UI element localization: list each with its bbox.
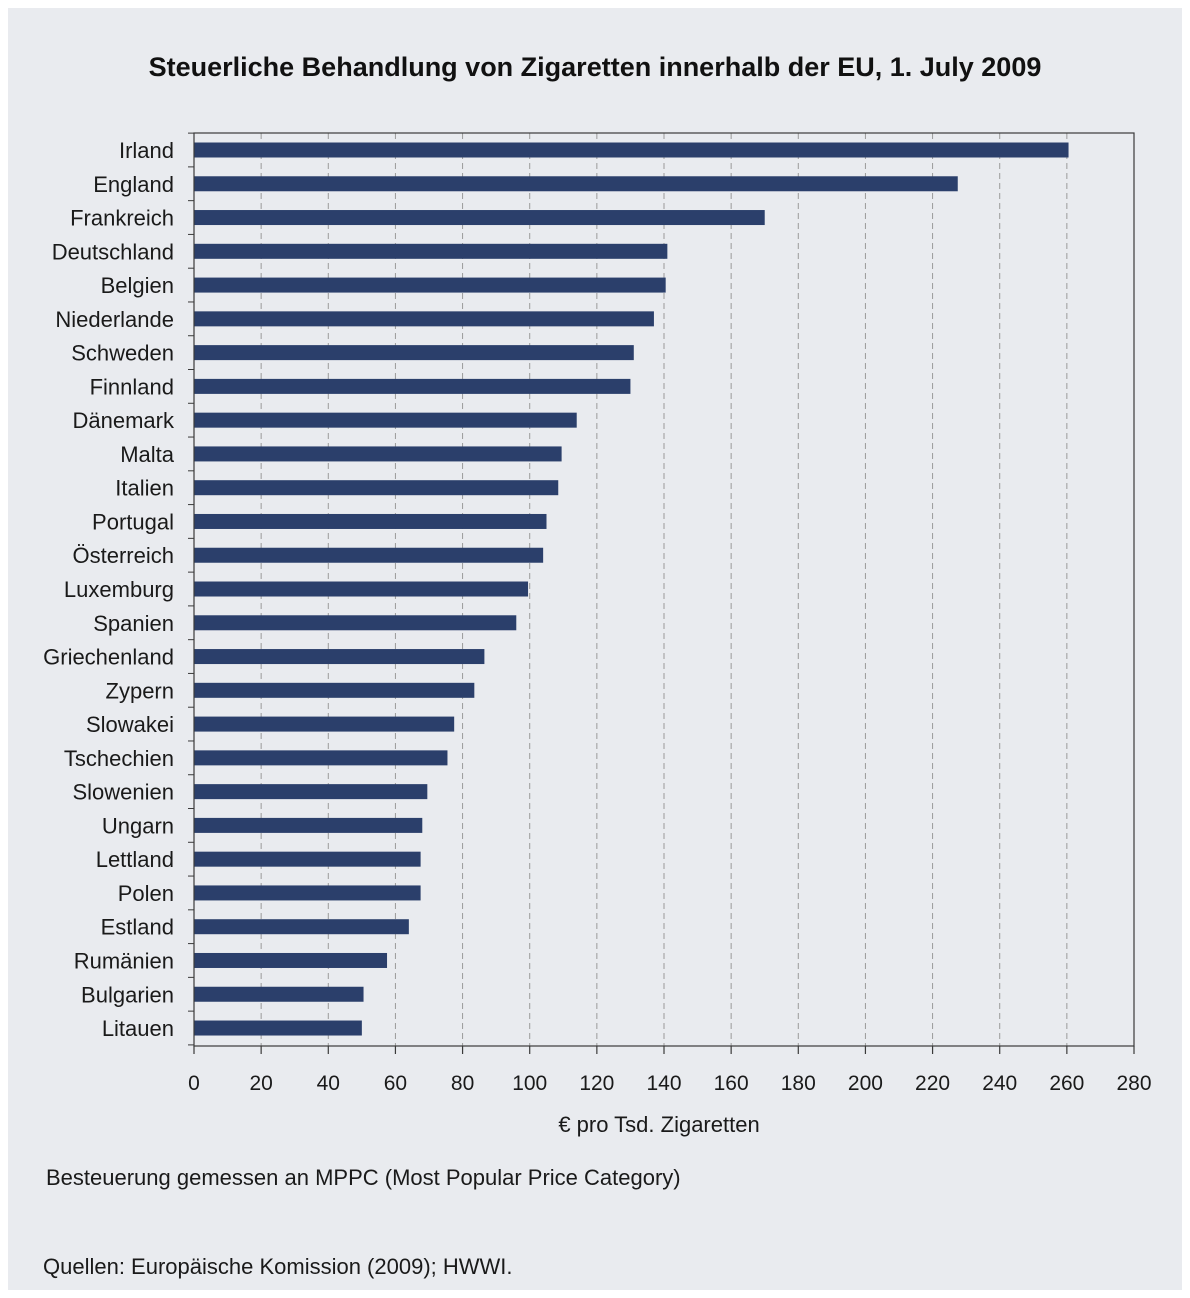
x-tick-label: 260 <box>1049 1072 1084 1095</box>
bar <box>194 885 421 901</box>
category-label: Italien <box>115 476 174 501</box>
category-label: Portugal <box>92 509 174 534</box>
category-label: Slowenien <box>72 780 174 805</box>
x-tick-label: 200 <box>848 1072 883 1095</box>
x-tick-label: 240 <box>982 1072 1017 1095</box>
bar <box>194 649 485 665</box>
category-label: Malta <box>120 442 175 467</box>
category-label: Tschechien <box>64 746 174 771</box>
bar <box>194 750 448 766</box>
category-label: Slowakei <box>86 712 174 737</box>
bar <box>194 919 409 935</box>
category-label: Dänemark <box>73 408 175 433</box>
category-label: Lettland <box>96 847 174 872</box>
category-label: Litauen <box>102 1016 174 1041</box>
bar-chart: Irland England Frankreich Deutschland Belgie… <box>43 132 1152 1137</box>
category-label: England <box>93 172 174 197</box>
bar <box>194 682 475 698</box>
category-label: Bulgarien <box>81 982 174 1007</box>
bar <box>194 952 388 968</box>
category-label: Rumänien <box>74 948 174 973</box>
bar <box>194 412 577 428</box>
bar <box>194 243 668 259</box>
category-label: Deutschland <box>52 239 174 264</box>
category-label: Griechenland <box>43 645 174 670</box>
bar <box>194 784 428 800</box>
x-tick-label: 280 <box>1116 1072 1151 1095</box>
x-tick-label: 100 <box>512 1072 547 1095</box>
bar <box>194 581 529 597</box>
bar <box>194 480 559 496</box>
bar <box>194 851 421 867</box>
x-tick-label: 180 <box>781 1072 816 1095</box>
bar <box>194 446 562 462</box>
chart-note: Besteuerung gemessen an MPPC (Most Popul… <box>46 1165 681 1190</box>
category-label: Niederlande <box>55 307 174 332</box>
bar <box>194 142 1069 158</box>
category-label: Estland <box>101 915 174 940</box>
chart-frame: Steuerliche Behandlung von Zigaretten in… <box>8 8 1182 1290</box>
bar <box>194 345 634 361</box>
x-tick-label: 220 <box>915 1072 950 1095</box>
x-tick-label: 0 <box>188 1072 200 1095</box>
category-label: Belgien <box>101 273 174 298</box>
x-tick-label: 140 <box>646 1072 681 1095</box>
x-tick-label: 80 <box>451 1072 474 1095</box>
bar <box>194 817 423 833</box>
x-tick-label: 60 <box>384 1072 407 1095</box>
x-tick-label: 40 <box>317 1072 340 1095</box>
x-tick-label: 120 <box>579 1072 614 1095</box>
bar <box>194 210 765 226</box>
category-label: Frankreich <box>70 206 174 231</box>
category-label: Österreich <box>73 543 174 568</box>
bar <box>194 1020 362 1036</box>
bar <box>194 547 544 563</box>
x-tick-label: 160 <box>714 1072 749 1095</box>
bar <box>194 986 364 1002</box>
bar <box>194 277 666 293</box>
chart-title: Steuerliche Behandlung von Zigaretten in… <box>148 52 1042 82</box>
x-tick-label: 20 <box>249 1072 272 1095</box>
bar <box>194 311 654 327</box>
bar <box>194 615 517 631</box>
bar <box>194 716 455 732</box>
category-label: Finnland <box>90 374 174 399</box>
x-axis-label: € pro Tsd. Zigaretten <box>558 1112 759 1137</box>
category-label: Schweden <box>71 341 174 366</box>
category-label: Ungarn <box>102 813 174 838</box>
category-label: Irland <box>119 138 174 163</box>
category-label: Polen <box>118 881 174 906</box>
bar <box>194 378 631 394</box>
category-label: Spanien <box>93 611 174 636</box>
bar <box>194 176 958 192</box>
chart-source: Quellen: Europäische Komission (2009); H… <box>43 1254 513 1279</box>
category-label: Luxemburg <box>64 577 174 602</box>
bar <box>194 513 547 529</box>
category-label: Zypern <box>106 678 174 703</box>
